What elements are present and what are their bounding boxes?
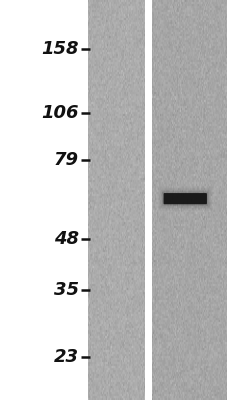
Text: 79: 79	[53, 151, 78, 169]
Text: 35: 35	[53, 281, 78, 299]
FancyBboxPatch shape	[163, 193, 206, 204]
FancyBboxPatch shape	[161, 192, 207, 206]
Text: 158: 158	[41, 40, 78, 58]
Text: 23: 23	[53, 348, 78, 366]
Text: 106: 106	[41, 104, 78, 122]
Text: 48: 48	[53, 230, 78, 248]
FancyBboxPatch shape	[160, 190, 209, 208]
